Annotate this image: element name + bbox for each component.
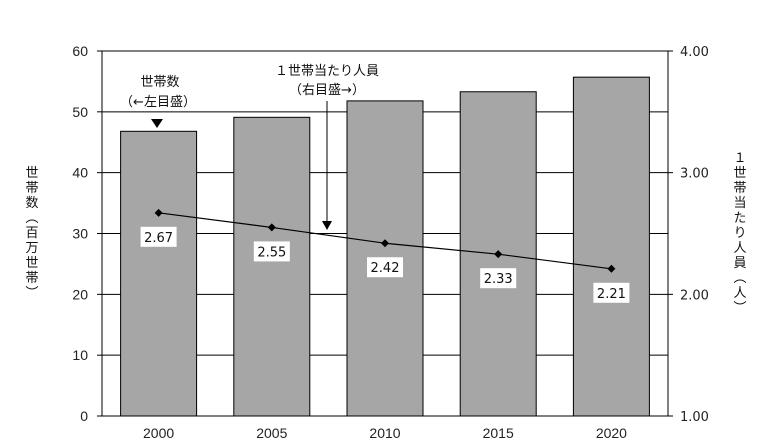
bar-2020 [572,76,650,417]
diamond-marker-icon [154,208,163,217]
data-label-box [593,282,630,303]
right-axis-ticks: 1.00 2.00 3.00 4.00 [668,45,709,425]
households-annotation-line1: 世帯数 [140,75,179,90]
bar-2000 [120,130,198,417]
right-tick-label: 4.00 [680,45,709,60]
data-label-box [140,226,177,247]
data-label: 2.67 [144,231,173,246]
data-label-box [253,241,290,262]
right-axis-label: １世帯当たり人員（人） [731,151,747,316]
left-tick-label: 30 [72,226,88,242]
left-axis-ticks: 0 10 20 30 40 50 60 [72,43,102,424]
diamond-marker-icon [494,250,503,259]
left-tick-label: 60 [72,43,88,59]
bar-2005 [233,116,311,417]
data-label-box [367,257,403,278]
data-label-box [480,268,517,289]
persons-annotation-line1: １世帯当たり人員 [275,64,379,79]
left-tick-label: 40 [72,165,88,181]
diamond-marker-icon [607,264,616,273]
left-tick-label: 0 [80,408,88,424]
data-label: 2.21 [597,287,626,302]
line-series: 2.67 2.55 2.42 2.33 2.21 [140,208,630,303]
left-tick-label: 10 [72,347,88,363]
diamond-marker-icon [381,239,389,248]
persons-annotation-line2: （右目盛→） [289,83,365,98]
left-tick-label: 20 [72,286,88,302]
data-label: 2.55 [257,245,286,260]
right-tick-label: 2.00 [680,288,709,303]
x-tick-label: 2000 [143,425,174,441]
down-arrow-icon [322,221,332,230]
diamond-marker-icon [267,223,276,232]
down-triangle-icon [151,119,163,128]
x-axis-ticks: 2000 2005 2010 2015 2020 [143,425,627,441]
households-annotation-line2: （←左目盛） [120,95,196,110]
right-tick-label: 3.00 [680,167,709,182]
bar-series [120,76,650,417]
persons-annotation: １世帯当たり人員 （右目盛→） [275,64,379,230]
data-label: 2.33 [484,272,513,287]
left-tick-label: 50 [72,104,88,120]
households-annotation: 世帯数 （←左目盛） [120,75,196,128]
x-tick-label: 2010 [369,425,400,441]
data-label: 2.42 [371,261,400,276]
x-tick-label: 2005 [256,425,287,441]
x-tick-label: 2020 [596,425,627,441]
right-tick-label: 1.00 [680,410,709,425]
left-axis-label: 世帯数（百万世帯） [23,166,39,301]
x-tick-label: 2015 [483,425,514,441]
